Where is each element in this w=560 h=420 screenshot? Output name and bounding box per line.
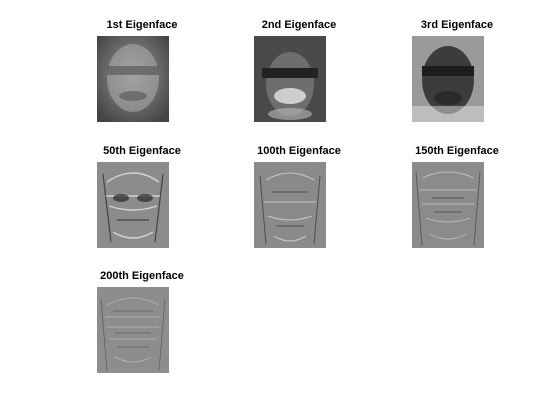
eigenface-image bbox=[97, 287, 169, 373]
eigenface-image bbox=[254, 36, 326, 122]
panel-title: 50th Eigenface bbox=[103, 145, 181, 157]
panel-title: 200th Eigenface bbox=[100, 270, 184, 282]
eigenface-image bbox=[97, 162, 169, 248]
panel-title: 1st Eigenface bbox=[106, 19, 178, 31]
eigenface-image bbox=[412, 36, 484, 122]
panel-title: 2nd Eigenface bbox=[261, 19, 337, 31]
panel-title: 150th Eigenface bbox=[415, 145, 499, 157]
panel-title: 3rd Eigenface bbox=[420, 19, 494, 31]
eigenface-image bbox=[254, 162, 326, 248]
panel-title: 100th Eigenface bbox=[257, 145, 341, 157]
eigenface-image bbox=[412, 162, 484, 248]
eigenface-image bbox=[97, 36, 169, 122]
